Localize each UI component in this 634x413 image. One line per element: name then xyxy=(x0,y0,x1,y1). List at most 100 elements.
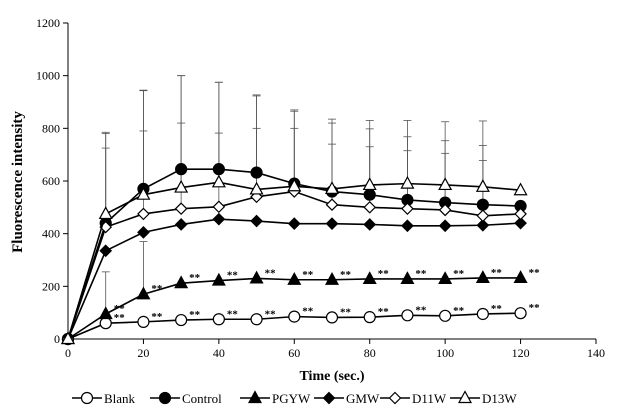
legend-label: D11W xyxy=(412,391,447,406)
data-point xyxy=(362,271,377,285)
significance-label: ** xyxy=(453,268,465,280)
legend-marker xyxy=(158,391,172,405)
legend-marker xyxy=(80,391,94,405)
data-point xyxy=(212,212,226,226)
data-point xyxy=(212,163,225,176)
data-point xyxy=(212,200,226,214)
legend-label: Blank xyxy=(104,391,136,406)
data-point xyxy=(136,286,151,300)
y-tick-label: 1200 xyxy=(36,16,60,30)
legend-item-d11w: D11W xyxy=(380,391,447,406)
legend-item-blank: Blank xyxy=(72,391,136,406)
data-point xyxy=(325,311,339,324)
data-point xyxy=(325,198,339,212)
data-point xyxy=(325,217,339,231)
significance-label: ** xyxy=(265,267,277,279)
significance-label: ** xyxy=(378,306,390,318)
series-blank xyxy=(61,307,527,346)
legend-label: GMW xyxy=(346,391,380,406)
x-tick-label: 100 xyxy=(436,346,454,360)
x-tick-label: 60 xyxy=(288,346,300,360)
data-point xyxy=(475,270,490,284)
x-tick-label: 120 xyxy=(512,346,530,360)
data-point xyxy=(438,219,452,233)
data-point xyxy=(513,182,528,196)
significance-label: ** xyxy=(265,308,277,320)
data-point xyxy=(212,313,225,326)
data-point xyxy=(400,271,415,285)
data-point xyxy=(99,244,113,258)
data-point xyxy=(476,307,489,321)
data-point xyxy=(250,313,263,326)
legend: Blank Control PGYW GMW D11W D13W xyxy=(72,390,517,406)
legend-item-gmw: GMW xyxy=(314,391,380,406)
data-point xyxy=(174,218,188,231)
data-point xyxy=(99,317,112,330)
significance-label: ** xyxy=(529,302,541,314)
data-point xyxy=(324,271,340,285)
legend-marker xyxy=(322,391,336,405)
y-tick-label: 0 xyxy=(54,332,60,346)
data-point xyxy=(287,178,302,192)
significance-label: ** xyxy=(491,303,503,315)
data-point xyxy=(400,175,415,189)
data-point xyxy=(211,174,226,188)
data-point xyxy=(363,218,377,231)
data-point xyxy=(137,226,150,239)
data-point xyxy=(401,309,414,322)
legend-label: PGYW xyxy=(272,391,311,406)
y-tick-label: 200 xyxy=(42,279,60,293)
data-point xyxy=(401,219,414,233)
data-point xyxy=(514,216,527,230)
y-tick-label: 800 xyxy=(42,121,60,135)
data-point xyxy=(401,202,414,215)
legend-label: D13W xyxy=(482,391,517,406)
data-point xyxy=(98,306,113,320)
data-point xyxy=(438,203,452,217)
data-point xyxy=(438,271,453,285)
axes-layer: 0 200 400 600 800 1000 1200 0 20 40 60 80 100 120 140 xyxy=(36,16,605,360)
data-point xyxy=(175,163,188,176)
significance-label: ** xyxy=(340,269,352,281)
legend-marker xyxy=(457,390,473,404)
data-point xyxy=(174,275,189,289)
legend-marker xyxy=(388,391,402,405)
y-axis-title: Fluorescence intensity xyxy=(10,111,26,253)
data-point xyxy=(476,218,490,232)
significance-label: ** xyxy=(453,305,465,317)
data-point xyxy=(476,198,489,211)
significance-label: ** xyxy=(415,304,427,316)
significance-label: ** xyxy=(151,311,163,323)
x-tick-label: 80 xyxy=(364,346,376,360)
y-tick-label: 400 xyxy=(42,227,60,241)
significance-label: ** xyxy=(302,269,314,281)
series-d13w xyxy=(60,174,528,345)
x-tick-label: 40 xyxy=(213,346,225,360)
significance-label: ** xyxy=(227,308,239,320)
data-point xyxy=(137,207,150,221)
series-layer xyxy=(60,163,528,346)
data-point xyxy=(287,271,302,285)
legend-item-d13w: D13W xyxy=(450,390,517,406)
data-point xyxy=(249,181,264,195)
significance-label: ** xyxy=(491,267,503,279)
x-axis-title: Time (sec.) xyxy=(299,369,364,384)
data-point xyxy=(439,309,452,322)
significance-label: ** xyxy=(114,312,126,324)
data-point xyxy=(136,186,151,200)
data-point xyxy=(363,311,376,324)
significance-label: ** xyxy=(189,309,201,321)
data-point xyxy=(175,313,188,327)
significance-label: ** xyxy=(378,268,390,280)
data-point xyxy=(250,214,263,228)
data-point xyxy=(363,188,376,201)
data-point xyxy=(288,310,301,323)
significance-label: ** xyxy=(529,267,541,279)
y-tick-label: 1000 xyxy=(36,69,60,83)
data-point xyxy=(287,217,301,231)
x-tick-label: 20 xyxy=(137,346,149,360)
data-point xyxy=(362,177,377,191)
data-point xyxy=(98,206,113,220)
data-point xyxy=(250,166,263,179)
